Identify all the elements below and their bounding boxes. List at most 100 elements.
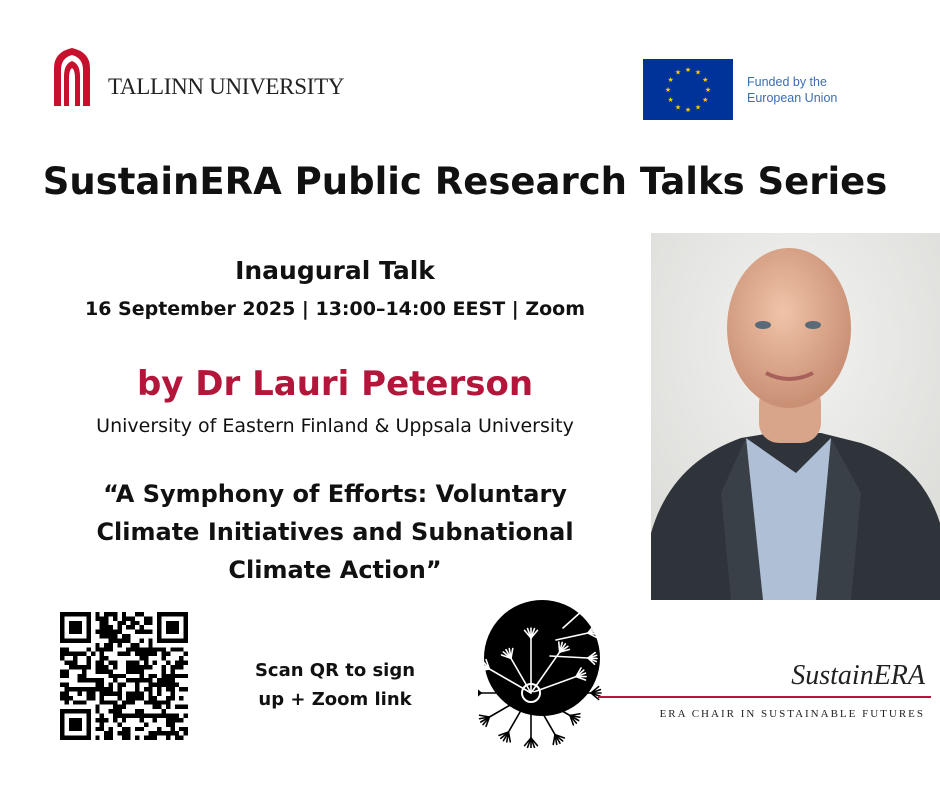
qr-module bbox=[174, 660, 180, 665]
qr-module bbox=[95, 709, 100, 714]
qr-module bbox=[148, 687, 153, 692]
qr-module bbox=[73, 687, 78, 692]
qr-module bbox=[135, 726, 140, 732]
qr-module bbox=[161, 709, 166, 714]
talk-date-time: 16 September 2025 | 13:00–14:00 EEST | Z… bbox=[84, 298, 586, 320]
sustainera-subtitle: ERA CHAIR IN SUSTAINABLE FUTURES bbox=[659, 708, 925, 720]
qr-module bbox=[90, 687, 96, 692]
qr-module bbox=[183, 704, 188, 710]
qr-module bbox=[117, 709, 122, 714]
qr-module bbox=[68, 717, 83, 732]
qr-module bbox=[104, 625, 109, 630]
qr-module bbox=[73, 651, 78, 657]
qr-module bbox=[64, 687, 69, 692]
qr-module bbox=[121, 717, 127, 723]
qr-module bbox=[135, 629, 140, 635]
qr-module bbox=[148, 616, 153, 621]
qr-module bbox=[139, 638, 144, 643]
seed-stroke bbox=[523, 737, 532, 747]
qr-module bbox=[112, 616, 118, 621]
qr-module bbox=[148, 620, 153, 626]
qr-module bbox=[165, 651, 171, 657]
qr-module bbox=[143, 678, 149, 683]
qr-module bbox=[99, 713, 105, 718]
qr-module bbox=[165, 704, 171, 710]
seed-stroke bbox=[590, 692, 600, 701]
qr-module bbox=[117, 687, 122, 692]
qr-module bbox=[139, 656, 144, 661]
qr-module bbox=[104, 669, 109, 674]
qr-module bbox=[161, 664, 166, 670]
qr-module bbox=[64, 673, 69, 679]
qr-module bbox=[112, 704, 118, 710]
qr-module bbox=[77, 678, 83, 683]
qr-module bbox=[183, 731, 188, 736]
qr-module bbox=[135, 735, 140, 740]
qr-module bbox=[77, 673, 83, 679]
speaker-name: by Dr Lauri Peterson bbox=[136, 364, 534, 404]
qr-module bbox=[170, 713, 175, 718]
qr-module bbox=[126, 638, 131, 643]
qr-module bbox=[157, 700, 162, 705]
qr-module bbox=[60, 673, 65, 679]
qr-module bbox=[95, 717, 100, 723]
qr-module bbox=[108, 700, 113, 705]
qr-module bbox=[95, 629, 100, 635]
qr-module bbox=[152, 651, 158, 657]
qr-module bbox=[139, 673, 144, 679]
qr-module bbox=[104, 731, 109, 736]
signup-qr-code[interactable] bbox=[60, 612, 188, 740]
qr-module bbox=[135, 695, 140, 701]
qr-module bbox=[135, 713, 140, 718]
qr-module bbox=[161, 651, 166, 657]
qr-module bbox=[99, 717, 105, 723]
page-title: SustainERA Public Research Talks Series bbox=[42, 160, 888, 203]
qr-module bbox=[179, 695, 184, 701]
qr-module bbox=[174, 731, 180, 736]
qr-module bbox=[170, 717, 175, 723]
qr-module bbox=[179, 647, 184, 652]
qr-module bbox=[117, 695, 122, 701]
qr-module bbox=[121, 700, 127, 705]
qr-module bbox=[148, 678, 153, 683]
qr-module bbox=[161, 669, 166, 674]
qr-module bbox=[73, 664, 78, 670]
seed-stroke bbox=[530, 692, 571, 717]
qr-module bbox=[152, 717, 158, 723]
eu-star: ★ bbox=[665, 86, 671, 94]
qr-module bbox=[148, 642, 153, 648]
qr-module bbox=[135, 687, 140, 692]
eu-star: ★ bbox=[675, 103, 681, 111]
qr-module bbox=[112, 717, 118, 723]
qr-module bbox=[117, 638, 122, 643]
seed-stroke bbox=[530, 629, 539, 639]
qr-module bbox=[165, 673, 171, 679]
qr-module bbox=[174, 647, 180, 652]
qr-module bbox=[121, 713, 127, 718]
qr-module bbox=[68, 620, 83, 635]
seed-stroke bbox=[575, 675, 587, 681]
qr-module bbox=[95, 660, 100, 665]
qr-module bbox=[157, 647, 162, 652]
qr-module bbox=[104, 634, 109, 639]
qr-module bbox=[112, 638, 118, 643]
qr-module bbox=[179, 726, 184, 732]
qr-module bbox=[99, 647, 105, 652]
qr-module bbox=[86, 656, 91, 661]
qr-module bbox=[148, 664, 153, 670]
qr-module bbox=[130, 664, 136, 670]
qr-module bbox=[82, 678, 87, 683]
qr-module bbox=[148, 638, 153, 643]
qr-module bbox=[108, 682, 113, 688]
qr-module bbox=[121, 616, 127, 621]
qr-module bbox=[108, 642, 113, 648]
qr-module bbox=[183, 673, 188, 679]
qr-module bbox=[86, 695, 91, 701]
qr-module bbox=[179, 704, 184, 710]
qr-module bbox=[126, 651, 131, 657]
seed-stroke bbox=[530, 675, 577, 694]
qr-module bbox=[108, 726, 113, 732]
qr-module bbox=[95, 642, 100, 648]
qr-module bbox=[90, 695, 96, 701]
qr-module bbox=[108, 673, 113, 679]
